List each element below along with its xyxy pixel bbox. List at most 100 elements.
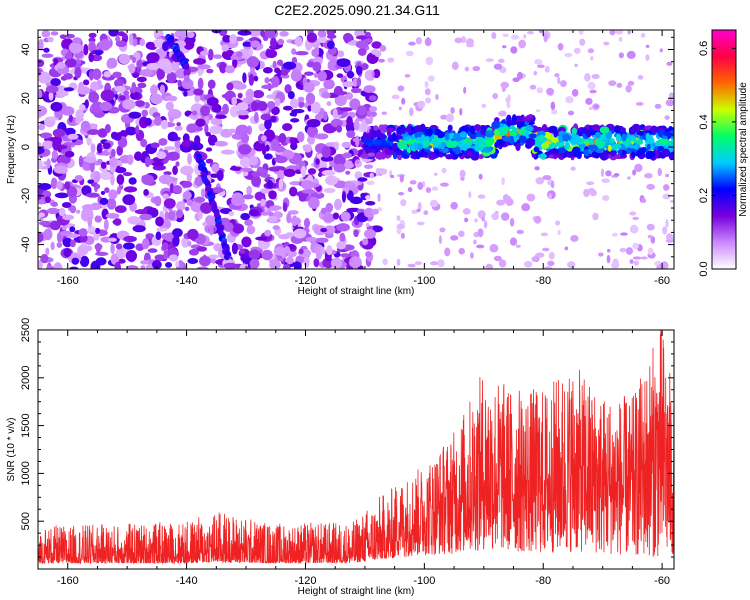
heatmap-cell-4 <box>128 177 137 185</box>
heatmap-cell-138 <box>104 123 111 134</box>
heatmap-cell-1535 <box>632 242 639 250</box>
heatmap-cell-1582 <box>665 219 669 228</box>
heatmap-cell-973 <box>346 70 355 79</box>
heatmap-cell-2539 <box>375 151 384 160</box>
heatmap-cell-1631 <box>616 82 623 88</box>
heatmap-cell-880 <box>353 119 360 131</box>
heatmap-cell-2630 <box>591 124 601 131</box>
heatmap-cell-1212 <box>363 207 375 218</box>
heatmap-cell-1499 <box>625 247 634 255</box>
heatmap-cell-1561 <box>535 252 545 258</box>
heatmap-cell-1326 <box>51 149 58 160</box>
heatmap-cell-963 <box>167 109 182 120</box>
heatmap-cell-1242 <box>74 66 82 79</box>
heatmap-cell-1037 <box>341 141 352 149</box>
heatmap-cell-2552 <box>444 132 450 141</box>
heatmap-cell-291 <box>50 31 59 36</box>
heatmap-cell-1091 <box>74 175 84 182</box>
heatmap-cell-1401 <box>506 101 511 109</box>
heatmap-cell-996 <box>98 39 112 51</box>
heatmap-cell-1504 <box>618 52 624 59</box>
heatmap-cell-924 <box>220 149 235 155</box>
heatmap-cell-1627 <box>608 80 617 87</box>
heatmap-cell-1155 <box>290 118 300 123</box>
heatmap-cell-898 <box>231 195 245 206</box>
heatmap-cell-1347 <box>210 187 224 194</box>
heatmap-cell-202 <box>137 82 147 89</box>
heatmap-cell-1305 <box>368 95 377 101</box>
heatmap-ytick-label-3: 20 <box>20 92 32 104</box>
heatmap-cell-1054 <box>333 153 346 166</box>
heatmap-cell-861 <box>163 146 176 151</box>
heatmap-cell-1516 <box>439 227 446 233</box>
heatmap-cell-556 <box>287 210 299 215</box>
heatmap-cell-203 <box>187 258 199 265</box>
heatmap-cell-1556 <box>560 80 567 87</box>
heatmap-cell-1230 <box>211 163 220 173</box>
heatmap-cell-1528 <box>365 222 370 228</box>
heatmap-cell-823 <box>255 236 268 241</box>
heatmap-cell-1594 <box>656 264 666 269</box>
heatmap-cell-1084 <box>289 137 296 144</box>
heatmap-cell-1040 <box>260 211 270 216</box>
heatmap-cell-1258 <box>321 145 331 158</box>
heatmap-cell-931 <box>245 88 255 101</box>
heatmap-cell-2602 <box>500 129 506 137</box>
heatmap-cell-2303 <box>540 152 547 160</box>
heatmap-cell-1220 <box>152 259 162 269</box>
heatmap-cell-1477 <box>632 169 637 176</box>
heatmap-cell-792 <box>88 91 100 103</box>
heatmap-cell-1368 <box>349 256 362 268</box>
heatmap-cell-1559 <box>417 181 424 191</box>
snr-plot-area <box>38 330 674 565</box>
heatmap-cell-1221 <box>109 156 118 168</box>
heatmap-cell-1416 <box>637 74 644 80</box>
heatmap-cell-1229 <box>274 155 288 164</box>
heatmap-cell-243 <box>222 103 229 115</box>
heatmap-cell-1413 <box>405 50 414 57</box>
heatmap-cell-1542 <box>548 252 555 260</box>
heatmap-cell-1270 <box>132 72 139 78</box>
heatmap-cell-2386 <box>525 137 536 147</box>
heatmap-cell-2 <box>303 217 311 229</box>
heatmap-cell-1103 <box>261 135 267 142</box>
heatmap-cell-1512 <box>369 172 374 179</box>
heatmap-cell-2631 <box>493 129 500 136</box>
heatmap-cell-2605 <box>397 140 407 150</box>
heatmap-cell-1651 <box>509 217 515 227</box>
heatmap-cell-1626 <box>548 192 552 200</box>
heatmap-cell-831 <box>244 219 254 227</box>
heatmap-cell-838 <box>334 141 339 151</box>
heatmap-cell-488 <box>88 52 95 63</box>
heatmap-cell-1681 <box>493 255 502 262</box>
heatmap-cell-569 <box>65 33 75 39</box>
heatmap-cell-2657 <box>631 123 641 133</box>
heatmap-cell-1614 <box>458 230 465 238</box>
heatmap-cell-1136 <box>235 51 243 58</box>
heatmap-cell-1137 <box>206 68 214 74</box>
heatmap-cell-1666 <box>415 37 423 45</box>
heatmap-cell-1278 <box>249 258 260 269</box>
heatmap-cell-804 <box>40 253 49 264</box>
heatmap-cell-1565 <box>401 97 406 105</box>
heatmap-cell-228 <box>196 266 209 269</box>
heatmap-cell-1649 <box>531 256 539 263</box>
heatmap-cell-951 <box>290 142 298 151</box>
heatmap-cell-2514 <box>453 146 461 155</box>
heatmap-cell-2591 <box>362 133 372 141</box>
heatmap-cell-969 <box>240 133 250 144</box>
heatmap-cell-1632 <box>425 97 432 104</box>
heatmap-cell-1564 <box>478 173 483 180</box>
heatmap-cell-820 <box>94 215 102 223</box>
heatmap-cell-1294 <box>202 221 208 227</box>
heatmap-cell-487 <box>147 248 158 253</box>
heatmap-cell-1218 <box>260 113 272 121</box>
heatmap-cell-955 <box>183 39 195 50</box>
heatmap-cell-16 <box>97 128 108 138</box>
heatmap-cell-1619 <box>606 254 611 264</box>
heatmap-cell-1393 <box>346 130 356 139</box>
heatmap-cell-1574 <box>423 210 429 216</box>
heatmap-cell-1436 <box>362 238 369 246</box>
heatmap-cell-388 <box>134 209 149 215</box>
heatmap-cell-2436 <box>371 128 381 137</box>
